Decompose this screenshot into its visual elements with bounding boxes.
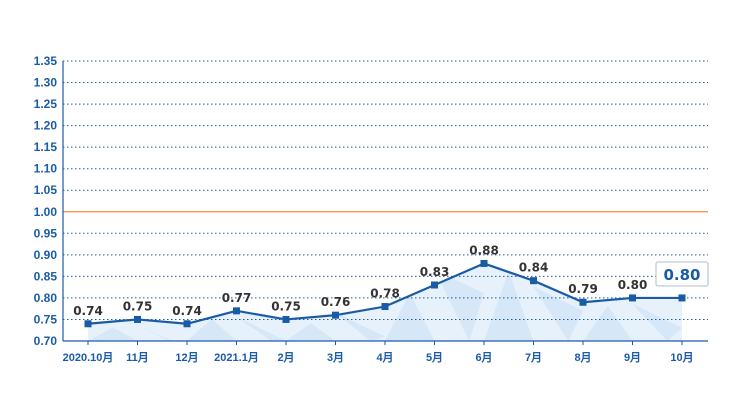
y-tick-label: 1.15 [34, 140, 58, 154]
y-tick-label: 1.30 [34, 76, 58, 90]
x-tick-label: 9月 [624, 351, 641, 364]
data-point [381, 303, 389, 311]
y-tick-label: 1.10 [34, 162, 58, 176]
y-tick-label: 1.25 [34, 97, 58, 111]
y-tick-label: 0.80 [34, 291, 58, 305]
data-label: 0.74 [73, 304, 103, 318]
area-fill-triangle [286, 323, 336, 341]
data-point [332, 311, 339, 319]
data-point [233, 307, 240, 315]
y-tick-label: 0.70 [34, 334, 58, 348]
area-fill-triangle [632, 303, 682, 341]
x-tick-label: 5月 [426, 351, 443, 364]
data-label: 0.83 [420, 265, 450, 279]
x-tick-label: 2021.1月 [214, 351, 259, 364]
data-point [629, 294, 636, 302]
x-tick-label: 2月 [277, 351, 294, 364]
data-label: 0.74 [172, 304, 202, 318]
data-label: 0.75 [271, 299, 301, 313]
x-tick-label: 10月 [670, 351, 693, 364]
area-fill-triangle [533, 286, 583, 341]
area-fill-pattern [88, 269, 682, 341]
x-tick-label: 11月 [126, 351, 149, 364]
y-tick-label: 0.90 [34, 248, 58, 262]
x-tick-label: 7月 [525, 351, 542, 364]
data-point [431, 281, 438, 289]
last-value-box [655, 261, 709, 287]
data-point [480, 259, 488, 267]
y-tick-label: 1.00 [34, 205, 58, 219]
x-tick-label: 4月 [376, 351, 393, 364]
data-point [84, 320, 92, 328]
data-label: 0.78 [370, 287, 400, 301]
data-label: 0.76 [321, 295, 351, 309]
data-point [678, 294, 686, 302]
area-fill-triangle [583, 305, 633, 341]
x-tick-label: 2020.10月 [63, 351, 114, 364]
data-point [579, 298, 587, 306]
area-fill-triangle [88, 327, 138, 341]
data-label: 0.88 [469, 243, 499, 257]
x-tick-label: 6月 [475, 351, 492, 364]
data-point [134, 315, 141, 323]
area-fill-triangle [434, 269, 484, 341]
x-tick-labels: 2020.10月 11月 12月 2021.1月 2月 3月 4月 5月 6月 7月 8月 9月 10月 [63, 351, 694, 364]
data-labels: 0.74 0.75 0.74 0.77 0.75 0.76 0.78 0.83 0.88 0.84… [73, 243, 709, 318]
data-point [530, 277, 537, 285]
data-label: 0.77 [222, 291, 252, 305]
data-label: 0.84 [519, 261, 549, 275]
y-tick-label: 1.20 [34, 119, 58, 133]
data-label: 0.75 [123, 299, 153, 313]
area-fill-triangle [137, 325, 187, 341]
data-label-last: 0.80 [663, 266, 700, 284]
data-label: 0.79 [568, 282, 598, 296]
area-fill-triangle [187, 318, 237, 341]
y-tick-label: 1.35 [34, 54, 58, 68]
data-point [183, 320, 191, 328]
y-tick-label: 0.85 [34, 269, 58, 283]
y-tick-label: 0.75 [34, 312, 58, 326]
x-tick-label: 3月 [327, 351, 344, 364]
y-tick-labels: 0.70 0.75 0.80 0.85 0.90 0.95 1.00 1.05 1.10 1.15… [34, 54, 58, 348]
area-fill-triangle [236, 316, 286, 341]
x-tick-label: 8月 [574, 351, 591, 364]
x-tick-label: 12月 [175, 351, 198, 364]
area-fill-triangle [484, 271, 534, 341]
data-point [282, 315, 290, 323]
data-markers [84, 259, 686, 328]
data-label: 0.80 [618, 278, 648, 292]
y-tick-label: 0.95 [34, 226, 58, 240]
y-tick-label: 1.05 [34, 183, 58, 197]
axes [62, 61, 708, 345]
area-fill-triangle [385, 293, 435, 341]
grid-lines [63, 60, 708, 320]
